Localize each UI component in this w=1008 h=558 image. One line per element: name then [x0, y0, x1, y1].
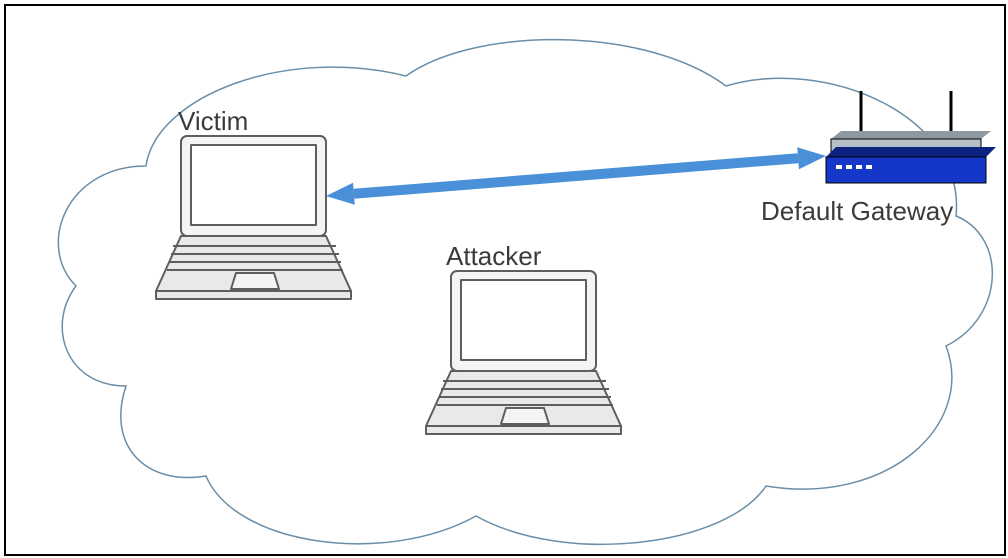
- diagram-frame: Victim Attacker Default Gateway: [4, 4, 1006, 556]
- attacker-label: Attacker: [446, 241, 541, 272]
- victim-laptop-icon: [141, 131, 371, 311]
- gateway-label: Default Gateway: [761, 196, 953, 227]
- attacker-laptop-icon: [411, 266, 641, 446]
- victim-label: Victim: [178, 106, 248, 137]
